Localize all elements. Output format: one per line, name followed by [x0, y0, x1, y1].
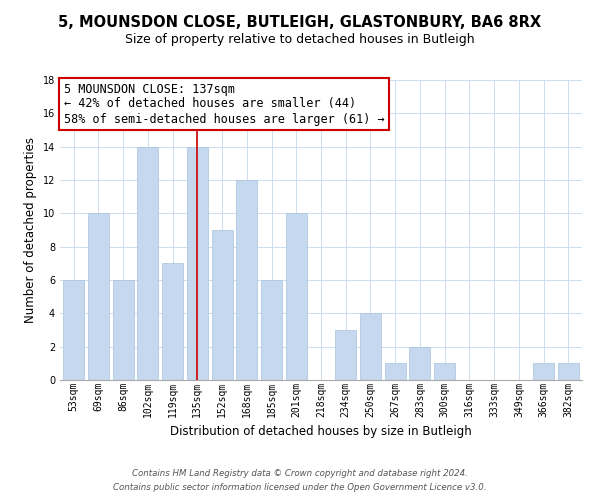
Y-axis label: Number of detached properties: Number of detached properties — [24, 137, 37, 323]
Bar — [261, 280, 282, 380]
Text: 5, MOUNSDON CLOSE, BUTLEIGH, GLASTONBURY, BA6 8RX: 5, MOUNSDON CLOSE, BUTLEIGH, GLASTONBURY… — [58, 15, 542, 30]
Bar — [212, 230, 233, 380]
Bar — [236, 180, 257, 380]
Bar — [409, 346, 430, 380]
Bar — [137, 146, 158, 380]
Bar — [385, 364, 406, 380]
Bar — [533, 364, 554, 380]
Bar — [187, 146, 208, 380]
Bar — [162, 264, 183, 380]
Bar — [434, 364, 455, 380]
Bar — [335, 330, 356, 380]
Bar — [88, 214, 109, 380]
Text: Size of property relative to detached houses in Butleigh: Size of property relative to detached ho… — [125, 32, 475, 46]
X-axis label: Distribution of detached houses by size in Butleigh: Distribution of detached houses by size … — [170, 425, 472, 438]
Bar — [558, 364, 579, 380]
Bar — [113, 280, 134, 380]
Text: Contains HM Land Registry data © Crown copyright and database right 2024.: Contains HM Land Registry data © Crown c… — [132, 468, 468, 477]
Bar — [360, 314, 381, 380]
Bar — [286, 214, 307, 380]
Text: 5 MOUNSDON CLOSE: 137sqm
← 42% of detached houses are smaller (44)
58% of semi-d: 5 MOUNSDON CLOSE: 137sqm ← 42% of detach… — [64, 82, 385, 126]
Text: Contains public sector information licensed under the Open Government Licence v3: Contains public sector information licen… — [113, 484, 487, 492]
Bar — [63, 280, 84, 380]
